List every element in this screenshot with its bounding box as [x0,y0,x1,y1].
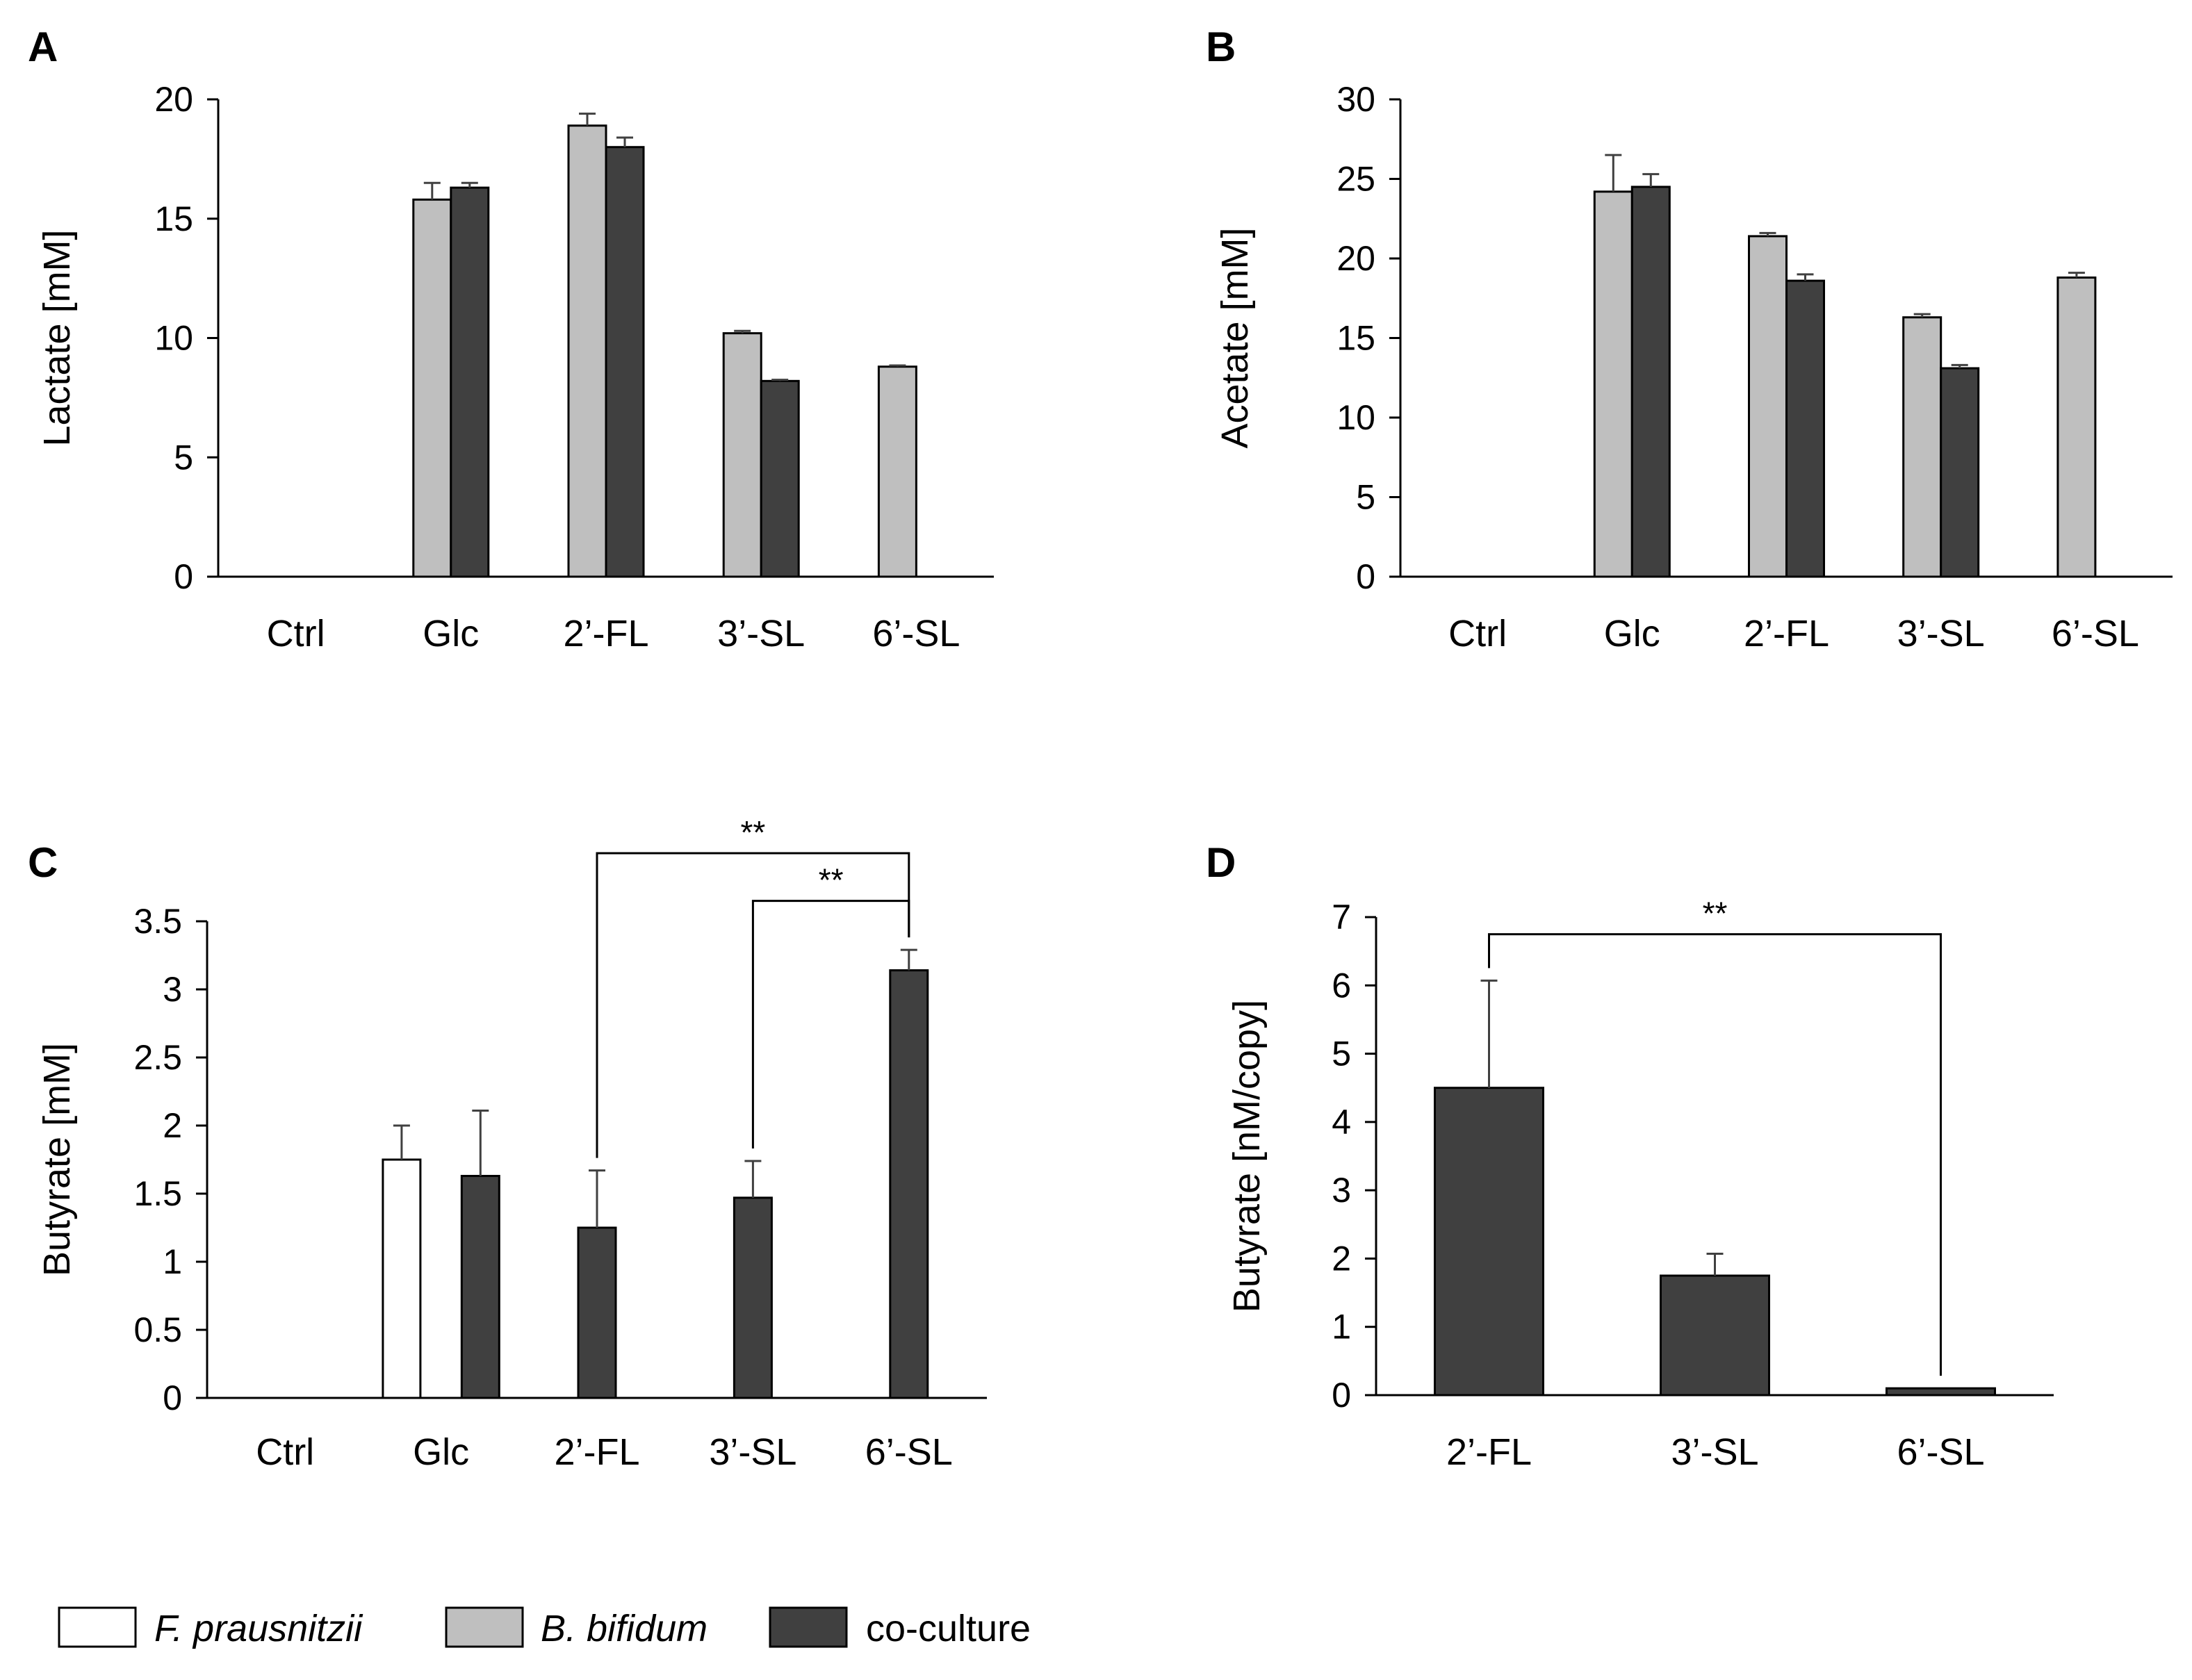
panel-c-bar-co-culture-2-fl [577,1226,617,1399]
panel-d-y-tick-label: 5 [1332,1035,1351,1073]
panel-b-y-tick-label: 10 [1336,398,1375,437]
panel-c-significance-bracket [596,852,910,1158]
panel-c-significance-label: ** [819,862,844,898]
legend-label-f-prausnitzii: F. prausnitzii [154,1608,363,1649]
panel-b-bar-b-bifidum-3-sl [1902,316,1942,578]
panel-c-significance-bracket [751,900,910,1148]
panel-a-bar-co-culture-2-fl [605,146,645,578]
panel-d-x-tick-label: 6’-SL [1897,1431,1984,1473]
panel-letter-c: C [28,839,58,886]
panel-c-significance-label: ** [740,814,765,850]
panel-c-x-tick-label: 3’-SL [709,1431,796,1473]
panel-b-bar-co-culture-3-sl [1940,367,1980,578]
legend-label-co-culture: co-culture [866,1608,1031,1649]
panel-letter-d: D [1206,839,1236,886]
panel-d-y-tick-label: 1 [1332,1308,1351,1347]
panel-a-x-tick-label: 6’-SL [872,613,960,654]
panel-d-bar-co-culture-3-sl [1660,1274,1770,1397]
panel-d-y-axis-label: Butyrate [nM/copy] [1226,1000,1268,1312]
panel-a-y-tick-label: 15 [154,199,193,238]
legend-swatch-b-bifidum [445,1606,524,1648]
panel-b-x-tick-label: 2’-FL [1744,613,1829,654]
panel-b-y-tick-label: 25 [1336,160,1375,199]
legend-label-b-bifidum: B. bifidum [541,1608,708,1649]
panel-c-y-tick-label: 1.5 [133,1174,182,1213]
panel-b-bar-b-bifidum-2-fl [1748,235,1788,578]
legend-swatch-f-prausnitzii [58,1606,137,1648]
panel-c-y-tick-label: 1 [163,1242,182,1281]
panel-b-bar-co-culture-2-fl [1785,279,1825,578]
panel-b-y-axis-label: Acetate [mM] [1214,227,1256,448]
panel-c-bar-co-culture-6-sl [889,969,929,1399]
panel-a-bar-b-bifidum-6-sl [877,365,917,578]
panel-letter-b: B [1206,24,1236,70]
panel-letter-a: A [28,24,58,70]
panel-a-y-tick-label: 0 [174,557,193,596]
panel-a-x-tick-label: Glc [423,613,479,654]
panel-d-y-tick-label: 6 [1332,966,1351,1005]
chart-panel-d: 0 1 2 3 4 5 6 7 Butyrate [nM/copy] 2’-FL 3’-SL 6’-S… [1226,896,2054,1473]
panel-b-bar-b-bifidum-6-sl [2056,276,2097,578]
panel-c-x-tick-label: 6’-SL [865,1431,953,1473]
panel-b-bar-b-bifidum-glc [1593,190,1633,578]
panel-a-bar-b-bifidum-glc [412,198,452,578]
panel-c-y-axis-label: Butyrate [mM] [36,1043,78,1276]
panel-b-x-tick-label: 6’-SL [2052,613,2139,654]
chart-panel-c: 0 0.5 1 1.5 2 2.5 3 3.5 Butyrate [mM] Ctrl Glc 2’-F… [36,814,987,1473]
panel-d-y-tick-label: 3 [1332,1171,1351,1210]
legend: F. prausnitzii B. bifidum co-culture [58,1606,1031,1649]
panel-d-x-tick-label: 3’-SL [1671,1431,1758,1473]
panel-a-y-axis-label: Lactate [mM] [36,229,78,446]
panel-b-x-tick-label: Glc [1604,613,1660,654]
chart-panel-a: 0 5 10 15 20 Lactate [mM] Ctrl Glc 2’-FL 3’-SL 6’-… [36,80,994,654]
panel-c-y-tick-label: 3.5 [133,902,182,941]
panel-a-x-tick-label: Ctrl [267,613,325,654]
panel-a-bar-co-culture-glc [450,186,490,578]
panel-b-y-tick-label: 5 [1356,478,1375,517]
panel-a-x-tick-label: 2’-FL [563,613,648,654]
panel-a-bar-co-culture-3-sl [760,379,800,578]
panel-c-y-tick-label: 0.5 [133,1310,182,1349]
panel-c-bar-f-prausnitzii-glc [382,1158,422,1399]
panel-b-y-tick-label: 0 [1356,557,1375,596]
panel-a-y-tick-label: 5 [174,438,193,477]
panel-d-significance-label: ** [1703,896,1728,932]
chart-panel-b: 0 5 10 15 20 25 30 Acetate [mM] Ctrl Glc 2’-FL 3’-S… [1214,80,2173,654]
panel-d-y-tick-label: 4 [1332,1103,1351,1142]
panel-a-bar-b-bifidum-3-sl [722,332,762,578]
panel-c-y-tick-label: 0 [163,1378,182,1417]
panel-a-bar-b-bifidum-2-fl [567,124,607,578]
panel-b-y-tick-label: 30 [1336,80,1375,119]
panel-b-x-tick-label: 3’-SL [1897,613,1985,654]
panel-c-x-tick-label: Ctrl [256,1431,314,1473]
panel-b-bar-co-culture-glc [1630,186,1671,578]
panel-c-y-tick-label: 2.5 [133,1038,182,1077]
panel-b-y-tick-label: 15 [1336,319,1375,358]
panel-b-x-tick-label: Ctrl [1448,613,1507,654]
panel-d-bar-co-culture-6-sl [1886,1387,1996,1397]
panel-d-y-tick-label: 0 [1332,1376,1351,1415]
panel-b-y-tick-label: 20 [1336,239,1375,278]
panel-d-bar-co-culture-2-fl [1434,1087,1544,1397]
panel-c-bar-co-culture-3-sl [733,1196,773,1399]
panel-d-y-tick-label: 7 [1332,898,1351,937]
panel-d-x-tick-label: 2’-FL [1446,1431,1532,1473]
panel-c-y-tick-label: 3 [163,970,182,1009]
panel-a-x-tick-label: 3’-SL [717,613,805,654]
panel-d-significance-bracket [1488,933,1942,1376]
panel-d-y-tick-label: 2 [1332,1239,1351,1278]
panel-a-y-tick-label: 10 [154,319,193,358]
panel-c-y-tick-label: 2 [163,1106,182,1145]
panel-c-x-tick-label: Glc [413,1431,469,1473]
panel-c-x-tick-label: 2’-FL [554,1431,639,1473]
legend-swatch-co-culture [769,1606,848,1648]
panel-c-bar-co-culture-glc [460,1175,500,1399]
panel-a-y-tick-label: 20 [154,80,193,119]
